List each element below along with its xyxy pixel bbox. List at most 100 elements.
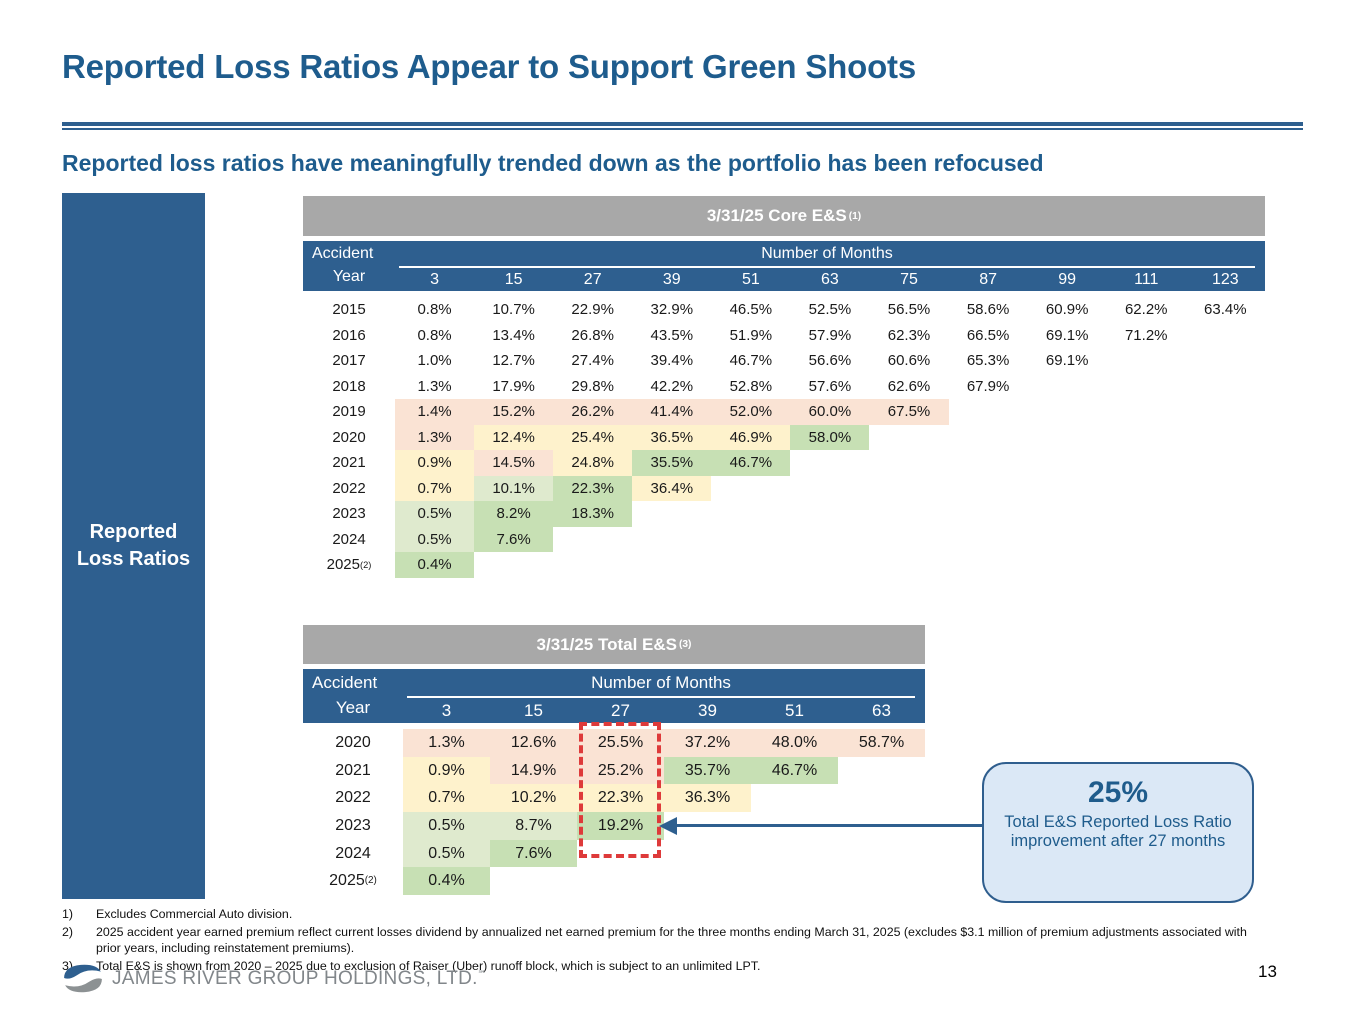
footnote: 2) 2025 accident year earned premium refl… <box>62 924 1272 957</box>
table-title-bar: 3/31/25 Core E&S (1) <box>303 196 1265 236</box>
loss-ratio-cell: 46.7% <box>729 352 773 370</box>
loss-ratio-cell: 66.5% <box>966 326 1010 344</box>
accident-year-label: 2016 <box>332 326 366 344</box>
loss-ratio-cell: 71.2% <box>1124 326 1168 344</box>
loss-ratio-cell: 62.3% <box>887 326 931 344</box>
table-row: 2022 0.7% 10.2% 22.3% 36.3% <box>303 784 925 813</box>
loss-ratio-cell: 36.5% <box>632 424 712 450</box>
month-column-header: 39 <box>662 270 681 288</box>
table-row: 2020 1.3% 12.4% 25.4% 36.5% 46.9% 58.0% <box>303 424 1265 450</box>
total-es-loss-triangle-table: 3/31/25 Total E&S (3) Accident Year Number o… <box>303 625 925 896</box>
number-of-months-header: Number of Months 3 15 27 39 51 63 75 87 99 111 123 <box>395 241 1265 291</box>
footnote-text: 2025 accident year earned premium reflec… <box>96 924 1247 956</box>
loss-ratio-cell: 69.1% <box>1045 326 1089 344</box>
loss-ratio-cell: 58.0% <box>790 424 870 450</box>
loss-ratio-cell: 46.5% <box>729 301 773 319</box>
number-of-months-header: Number of Months 3 15 27 39 51 63 <box>403 669 925 723</box>
callout-arrowhead-icon <box>659 817 677 835</box>
loss-ratio-cell: 15.2% <box>474 399 554 425</box>
loss-ratio-cell: 69.1% <box>1045 352 1089 370</box>
loss-ratio-cell: 27.4% <box>571 352 614 370</box>
month-column-header: 3 <box>441 700 452 720</box>
loss-ratio-cell: 52.0% <box>711 399 791 425</box>
year-header-label: Year <box>335 698 371 717</box>
loss-ratio-cell: 60.0% <box>790 399 870 425</box>
month-column-header: 3 <box>430 270 439 288</box>
loss-ratio-cell: 26.8% <box>571 326 614 344</box>
reported-loss-ratios-sidebar: Reported Loss Ratios <box>62 193 205 899</box>
page-number: 13 <box>1258 962 1277 981</box>
footnote-text: Excludes Commercial Auto division. <box>96 907 293 921</box>
loss-ratio-cell: 67.5% <box>869 399 949 425</box>
month-column-header: 63 <box>872 700 891 720</box>
loss-ratio-cell: 0.9% <box>403 756 490 785</box>
loss-ratio-cell: 14.9% <box>490 756 577 785</box>
loss-ratio-cell: 32.9% <box>650 301 694 319</box>
james-river-swoosh-icon <box>64 964 102 993</box>
loss-ratio-cell: 0.4% <box>395 552 475 578</box>
loss-ratio-cell: 36.3% <box>664 784 751 813</box>
loss-ratio-cell: 35.5% <box>632 450 712 476</box>
accident-year-label: 2020 <box>335 733 371 751</box>
loss-ratio-cell: 22.3% <box>577 784 664 813</box>
accident-year-label: 2022 <box>332 479 366 497</box>
table-row: 2021 0.9% 14.9% 25.2% 35.7% 46.7% <box>303 756 925 785</box>
loss-ratio-cell: 56.5% <box>887 301 931 319</box>
table-row: 2025 (2) 0.4% <box>303 552 1265 578</box>
table-body: 2015 0.8% 10.7% 22.9% 32.9% 46.5% 52.5% 56.5% 58… <box>303 297 1265 578</box>
loss-ratio-cell: 46.7% <box>751 756 838 785</box>
company-logo: JAMES RIVER GROUP HOLDINGS, LTD.℠ <box>62 961 487 997</box>
table-row: 2017 1.0% 12.7% 27.4% 39.4% 46.7% 56.6% 60.6% 65… <box>303 348 1265 374</box>
loss-ratio-cell: 0.8% <box>417 301 452 319</box>
loss-ratio-cell: 0.9% <box>395 450 475 476</box>
table-title-footnote-ref: (3) <box>679 639 692 650</box>
accident-year-label: 2015 <box>332 301 366 319</box>
accident-year-label: 2024 <box>332 530 366 548</box>
loss-ratio-cell: 51.9% <box>729 326 773 344</box>
divider-thick-line <box>62 122 1303 126</box>
loss-ratio-cell: 19.2% <box>577 812 664 840</box>
loss-ratio-cell: 52.8% <box>729 377 773 395</box>
accident-header-label: Accident <box>312 673 378 692</box>
month-column-header: 111 <box>1134 270 1159 288</box>
loss-ratio-cell: 8.7% <box>490 812 577 840</box>
divider-thin-line <box>62 128 1303 130</box>
loss-ratio-cell: 10.1% <box>474 475 554 501</box>
loss-ratio-cell: 8.2% <box>474 501 554 527</box>
accident-year-label: 2025 (2) <box>326 556 372 574</box>
loss-ratio-cell: 0.4% <box>403 867 490 896</box>
month-column-header: 27 <box>583 270 602 288</box>
callout-headline: 25% <box>1087 776 1149 809</box>
loss-ratio-cell: 22.9% <box>571 301 614 319</box>
loss-ratio-cell: 25.5% <box>577 729 664 757</box>
loss-ratio-cell: 42.2% <box>650 377 694 395</box>
loss-ratio-cell: 18.3% <box>553 501 633 527</box>
loss-ratio-cell: 7.6% <box>490 839 577 868</box>
month-column-header: 15 <box>524 700 543 720</box>
month-column-headers: 3 15 27 39 51 63 <box>403 698 925 723</box>
sidebar-label-line2: Loss Ratios <box>76 548 191 570</box>
loss-ratio-cell: 12.4% <box>474 424 554 450</box>
accident-year-header: Accident Year <box>303 241 395 291</box>
loss-ratio-cell: 52.5% <box>808 301 852 319</box>
month-column-header: 51 <box>741 270 760 288</box>
loss-ratio-cell: 1.3% <box>403 729 490 757</box>
loss-ratio-cell: 0.5% <box>395 526 475 552</box>
loss-ratio-cell: 14.5% <box>474 450 554 476</box>
table-row: 2024 0.5% 7.6% <box>303 526 1265 552</box>
improvement-callout-box: 25% Total E&S Reported Loss Ratio improv… <box>982 762 1254 903</box>
loss-ratio-cell: 25.4% <box>553 424 633 450</box>
loss-ratio-cell: 0.8% <box>417 326 452 344</box>
accident-year-label: 2021 <box>335 761 371 779</box>
loss-ratio-cell: 62.6% <box>887 377 931 395</box>
loss-ratio-cell: 39.4% <box>650 352 694 370</box>
loss-ratio-cell: 22.3% <box>553 475 633 501</box>
loss-ratio-cell: 10.7% <box>492 301 535 319</box>
loss-ratio-cell: 57.9% <box>808 326 852 344</box>
loss-ratio-cell: 0.5% <box>403 839 490 868</box>
month-column-header: 87 <box>979 270 997 288</box>
months-group-label: Number of Months <box>399 245 1255 268</box>
footnote: 1) Excludes Commercial Auto division. <box>62 906 1272 923</box>
table-row: 2022 0.7% 10.1% 22.3% 36.4% <box>303 475 1265 501</box>
